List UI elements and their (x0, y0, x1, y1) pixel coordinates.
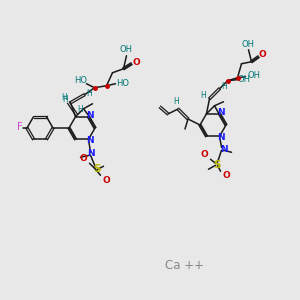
Text: OH: OH (247, 71, 260, 80)
Text: HO: HO (116, 79, 129, 88)
Text: H: H (87, 89, 92, 98)
Text: H: H (78, 105, 83, 114)
Text: Ca ++: Ca ++ (165, 259, 204, 272)
Text: O: O (80, 154, 87, 163)
Text: HO: HO (74, 76, 87, 85)
Text: N: N (86, 136, 93, 145)
Text: S: S (93, 164, 100, 174)
Text: O: O (103, 176, 110, 185)
Text: O: O (133, 58, 140, 67)
Text: S: S (213, 160, 220, 170)
Text: N: N (217, 108, 224, 117)
Text: O: O (201, 150, 208, 159)
Text: O: O (259, 50, 266, 59)
Text: N: N (220, 145, 227, 154)
Text: N: N (87, 149, 94, 158)
Text: H: H (222, 82, 227, 91)
Text: H: H (173, 98, 179, 106)
Text: H: H (63, 95, 68, 104)
Text: OH: OH (241, 40, 254, 49)
Text: H: H (61, 93, 68, 102)
Text: OH: OH (238, 75, 251, 84)
Text: OH: OH (120, 45, 133, 54)
Text: N: N (86, 111, 93, 120)
Text: F: F (17, 122, 23, 132)
Text: O: O (223, 171, 230, 180)
Text: N: N (217, 133, 224, 142)
Text: H: H (201, 91, 206, 100)
